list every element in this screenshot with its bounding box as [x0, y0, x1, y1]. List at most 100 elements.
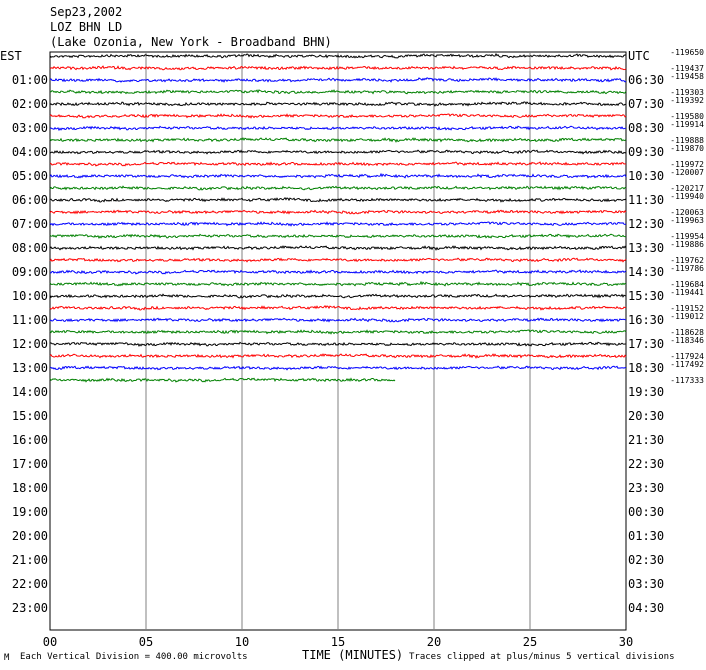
trace-6	[49, 113, 627, 119]
x-tick-20: 20	[427, 635, 441, 649]
right-label: 10:30	[628, 169, 664, 183]
header-location: (Lake Ozonia, New York - Broadband BHN)	[50, 35, 332, 49]
trace-offset: -119012	[670, 312, 704, 321]
right-label: 20:30	[628, 409, 664, 423]
right-label: 11:30	[628, 193, 664, 207]
right-label: 12:30	[628, 217, 664, 231]
left-label: 06:00	[12, 193, 48, 207]
trace-offset: -119940	[670, 192, 704, 201]
corner-mark: M	[4, 653, 10, 663]
left-label: 22:00	[12, 577, 48, 591]
trace-14	[49, 209, 627, 215]
trace-offset: -119972	[670, 160, 704, 169]
left-label: 15:00	[12, 409, 48, 423]
right-label: 18:30	[628, 361, 664, 375]
x-tick-labels: 00 05 10 15 20 25 30	[43, 635, 633, 649]
left-label: 08:00	[12, 241, 48, 255]
right-label: 08:30	[628, 121, 664, 135]
left-label: 14:00	[12, 385, 48, 399]
left-label: 07:00	[12, 217, 48, 231]
right-hour-labels: UTC 06:30 07:30 08:30 09:30 10:30 11:30 12:30 13…	[628, 49, 664, 615]
trace-7	[49, 125, 627, 132]
right-label: 02:30	[628, 553, 664, 567]
left-label: 13:00	[12, 361, 48, 375]
trace-5	[49, 101, 627, 107]
trace-offset: -118346	[670, 336, 704, 345]
right-label: 09:30	[628, 145, 664, 159]
trace-18	[49, 257, 627, 263]
trace-offset-labels: -119650 -119437-119458 -119303-119392 -1195…	[670, 48, 704, 385]
x-tick-10: 10	[235, 635, 249, 649]
trace-offset: -119437	[670, 64, 704, 73]
trace-12	[49, 185, 627, 191]
trace-offset: -119303	[670, 88, 704, 97]
x-tick-05: 05	[139, 635, 153, 649]
left-label: EST	[0, 49, 22, 63]
traces	[49, 52, 627, 383]
trace-offset: -119963	[670, 216, 704, 225]
trace-25	[49, 341, 627, 347]
trace-offset: -119786	[670, 264, 704, 273]
right-label: 04:30	[628, 601, 664, 615]
header-date: Sep23,2002	[50, 5, 122, 19]
trace-28	[49, 377, 396, 383]
right-label: 22:30	[628, 457, 664, 471]
trace-11	[49, 172, 627, 179]
left-label: 11:00	[12, 313, 48, 327]
trace-offset: -120063	[670, 208, 704, 217]
trace-offset: -119684	[670, 280, 704, 289]
trace-offset: -119580	[670, 112, 704, 121]
right-label: 07:30	[628, 97, 664, 111]
x-tick-25: 25	[523, 635, 537, 649]
trace-15	[49, 221, 627, 227]
left-label: 19:00	[12, 505, 48, 519]
trace-offset: -119392	[670, 96, 704, 105]
trace-16	[49, 233, 627, 239]
division-note: Each Vertical Division = 400.00 microvol…	[20, 652, 248, 662]
left-label: 17:00	[12, 457, 48, 471]
left-hour-labels: EST 01:00 02:00 03:00 04:00 05:00 06:00 07:00 08…	[0, 49, 48, 615]
trace-offset: -120007	[670, 168, 704, 177]
x-tick-00: 00	[43, 635, 57, 649]
left-label: 02:00	[12, 97, 48, 111]
left-label: 10:00	[12, 289, 48, 303]
trace-offset: -119888	[670, 136, 704, 145]
left-label: 01:00	[12, 73, 48, 87]
left-label: 23:00	[12, 601, 48, 615]
right-label: 16:30	[628, 313, 664, 327]
trace-27	[49, 365, 627, 371]
right-label: 23:30	[628, 481, 664, 495]
left-label: 12:00	[12, 337, 48, 351]
left-label: 04:00	[12, 145, 48, 159]
right-label: 13:30	[628, 241, 664, 255]
right-label: 21:30	[628, 433, 664, 447]
trace-offset: -119650	[670, 48, 704, 57]
right-label: 00:30	[628, 505, 664, 519]
trace-2	[49, 65, 627, 71]
trace-offset: -119886	[670, 240, 704, 249]
trace-24	[49, 329, 627, 335]
trace-offset: -119762	[670, 256, 704, 265]
right-label: 15:30	[628, 289, 664, 303]
trace-offset: -117333	[670, 376, 704, 385]
trace-8	[49, 137, 627, 143]
trace-offset: -118628	[670, 328, 704, 337]
trace-10	[49, 161, 627, 167]
trace-offset: -120217	[670, 184, 704, 193]
trace-19	[49, 269, 627, 275]
left-label: 21:00	[12, 553, 48, 567]
trace-3	[49, 77, 627, 83]
x-tick-30: 30	[619, 635, 633, 649]
trace-17	[49, 245, 627, 251]
trace-1	[49, 52, 627, 59]
trace-offset: -119458	[670, 72, 704, 81]
trace-22	[49, 305, 627, 311]
left-label: 03:00	[12, 121, 48, 135]
trace-offset: -119152	[670, 304, 704, 313]
trace-13	[49, 197, 627, 203]
trace-offset: -119441	[670, 288, 704, 297]
trace-21	[49, 293, 627, 299]
left-label: 20:00	[12, 529, 48, 543]
trace-4	[49, 89, 627, 95]
